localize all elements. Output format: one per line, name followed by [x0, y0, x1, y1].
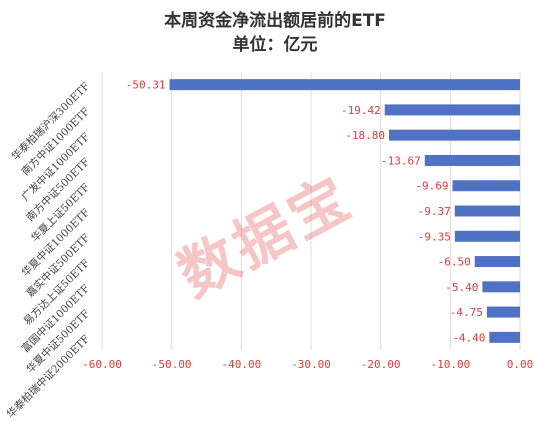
- x-tick-label: -10.00: [430, 358, 470, 371]
- value-label: -9.37: [418, 205, 451, 218]
- x-tick-label: 0.00: [507, 358, 534, 371]
- value-label: -9.69: [415, 180, 448, 193]
- bar: [454, 205, 520, 217]
- x-tick-label: -50.00: [152, 358, 192, 371]
- bar: [452, 180, 520, 192]
- chart-subtitle: 单位：亿元: [232, 35, 318, 55]
- value-label: -4.40: [452, 331, 485, 344]
- x-tick-label: -60.00: [82, 358, 122, 371]
- bar: [486, 306, 520, 318]
- value-label: -19.42: [341, 104, 381, 117]
- value-label: -50.31: [126, 79, 166, 92]
- chart-title: 本周资金净流出额居前的ETF: [164, 11, 386, 31]
- value-label: -4.75: [450, 306, 483, 319]
- bar: [169, 79, 520, 91]
- value-label: -13.67: [381, 154, 421, 167]
- x-tick-label: -30.00: [291, 358, 331, 371]
- value-label: -6.50: [438, 256, 471, 269]
- bar: [482, 281, 520, 293]
- bar: [389, 129, 520, 141]
- bar: [474, 256, 520, 268]
- x-tick-label: -40.00: [221, 358, 261, 371]
- value-label: -18.80: [345, 129, 385, 142]
- value-label: -5.40: [445, 281, 478, 294]
- value-label: -9.35: [418, 230, 451, 243]
- x-tick-label: -20.00: [361, 358, 401, 371]
- bar: [384, 104, 520, 116]
- bar: [454, 230, 520, 242]
- bar: [424, 154, 520, 166]
- bar: [489, 331, 520, 343]
